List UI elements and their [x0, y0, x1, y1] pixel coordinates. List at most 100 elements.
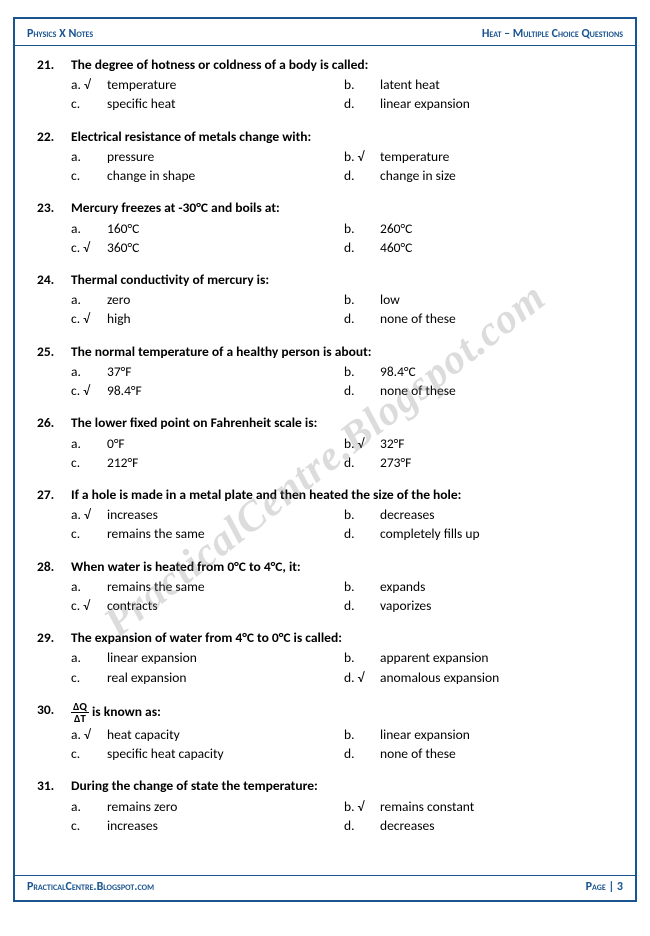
option-letter: c. [71, 669, 107, 687]
option-text: linear expansion [107, 649, 197, 667]
option: b.latent heat [344, 76, 617, 94]
question-number: 24. [37, 271, 71, 289]
option-letter: c. √ [71, 239, 107, 257]
question-head: 24.Thermal conductivity of mercury is: [37, 271, 617, 289]
option-letter: a. √ [71, 506, 107, 524]
options-row: a.remains the samec. √contractsb.expands… [37, 578, 617, 616]
question-head: 27.If a hole is made in a metal plate an… [37, 486, 617, 504]
options-col-right: b.decreasesd.completely fills up [344, 506, 617, 544]
question: 25.The normal temperature of a healthy p… [37, 343, 617, 402]
option: d.none of these [344, 310, 617, 328]
options-row: a.pressurec.change in shapeb. √temperatu… [37, 148, 617, 186]
question: 24.Thermal conductivity of mercury is: a.… [37, 271, 617, 330]
question-text: The degree of hotness or coldness of a b… [71, 56, 617, 74]
question-head: 29.The expansion of water from 4°C to 0°… [37, 629, 617, 647]
option: b. √temperature [344, 148, 617, 166]
option-text: change in size [380, 167, 456, 185]
option-letter: a. [71, 649, 107, 667]
option-text: linear expansion [380, 95, 470, 113]
option-text: specific heat [107, 95, 175, 113]
option: b.98.4°C [344, 363, 617, 381]
option-letter: d. [344, 454, 380, 472]
option-letter: c. √ [71, 382, 107, 400]
option-letter: a. [71, 220, 107, 238]
question-number: 23. [37, 199, 71, 217]
option-text: linear expansion [380, 726, 470, 744]
question: 29.The expansion of water from 4°C to 0°… [37, 629, 617, 688]
question: 23.Mercury freezes at -30°C and boils at… [37, 199, 617, 258]
option-letter: a. [71, 578, 107, 596]
option-letter: a. [71, 435, 107, 453]
option-text: low [380, 291, 400, 309]
option-letter: d. [344, 167, 380, 185]
options-col-left: a.zeroc. √high [71, 291, 344, 329]
option: b.low [344, 291, 617, 309]
option: b.linear expansion [344, 726, 617, 744]
options-row: a.37°Fc. √98.4°Fb.98.4°Cd.none of these [37, 363, 617, 401]
option: a. √heat capacity [71, 726, 344, 744]
question-number: 26. [37, 414, 71, 432]
option-letter: d. [344, 817, 380, 835]
option: d.completely fills up [344, 525, 617, 543]
option: c.remains the same [71, 525, 344, 543]
option-letter: b. [344, 649, 380, 667]
option-letter: d. [344, 525, 380, 543]
option-text: pressure [107, 148, 154, 166]
option-letter: c. √ [71, 310, 107, 328]
option-text: remains the same [107, 578, 205, 596]
option-text: 98.4°F [107, 382, 142, 400]
option: d.273°F [344, 454, 617, 472]
option: a.remains zero [71, 798, 344, 816]
question: 30.ΔQΔT is known as:a. √heat capacityc.s… [37, 701, 617, 764]
option-text: contracts [107, 597, 158, 615]
question-text: When water is heated from 0°C to 4°C, it… [71, 558, 617, 576]
option: d.decreases [344, 817, 617, 835]
option-text: 160°C [107, 220, 139, 238]
option-text: 273°F [380, 454, 411, 472]
option-text: expands [380, 578, 425, 596]
option-letter: a. [71, 363, 107, 381]
option-text: remains the same [107, 525, 205, 543]
options-col-right: b.apparent expansiond. √anomalous expans… [344, 649, 617, 687]
option-letter: d. [344, 239, 380, 257]
option: c.specific heat capacity [71, 745, 344, 763]
question-number: 25. [37, 343, 71, 361]
question-head: 21.The degree of hotness or coldness of … [37, 56, 617, 74]
option-letter: b. [344, 578, 380, 596]
option: c. √98.4°F [71, 382, 344, 400]
option: d.vaporizes [344, 597, 617, 615]
options-col-left: a.linear expansion c.real expansion [71, 649, 344, 687]
question-head: 26.The lower fixed point on Fahrenheit s… [37, 414, 617, 432]
options-col-right: b.260°Cd.460°C [344, 220, 617, 258]
options-col-right: b.lowd.none of these [344, 291, 617, 329]
page-frame: Physics X Notes Heat – Multiple Choice Q… [13, 17, 637, 902]
option: b.260°C [344, 220, 617, 238]
option-letter: a. √ [71, 76, 107, 94]
options-col-right: b.latent heatd.linear expansion [344, 76, 617, 114]
question: 26.The lower fixed point on Fahrenheit s… [37, 414, 617, 473]
option-text: temperature [380, 148, 449, 166]
option-text: decreases [380, 506, 435, 524]
option-text: increases [107, 817, 158, 835]
options-col-left: a. √heat capacityc.specific heat capacit… [71, 726, 344, 764]
option: c.real expansion [71, 669, 344, 687]
option-text: 37°F [107, 363, 131, 381]
question-head: 23.Mercury freezes at -30°C and boils at… [37, 199, 617, 217]
option-letter: c. [71, 95, 107, 113]
option: a.remains the same [71, 578, 344, 596]
options-row: a.160°Cc. √360°C b.260°Cd.460°C [37, 220, 617, 258]
option-letter: c. √ [71, 597, 107, 615]
question-number: 31. [37, 777, 71, 795]
question-text: ΔQΔT is known as: [71, 701, 617, 724]
option: b.expands [344, 578, 617, 596]
question-head: 28.When water is heated from 0°C to 4°C,… [37, 558, 617, 576]
option: c.increases [71, 817, 344, 835]
question-text: The expansion of water from 4°C to 0°C i… [71, 629, 617, 647]
option-text: 360°C [107, 239, 139, 257]
option-text: specific heat capacity [107, 745, 224, 763]
options-col-right: b.expandsd.vaporizes [344, 578, 617, 616]
options-col-left: a.remains the samec. √contracts [71, 578, 344, 616]
option-text: high [107, 310, 131, 328]
option-text: 460°C [380, 239, 412, 257]
options-col-left: a. √increasesc.remains the same [71, 506, 344, 544]
